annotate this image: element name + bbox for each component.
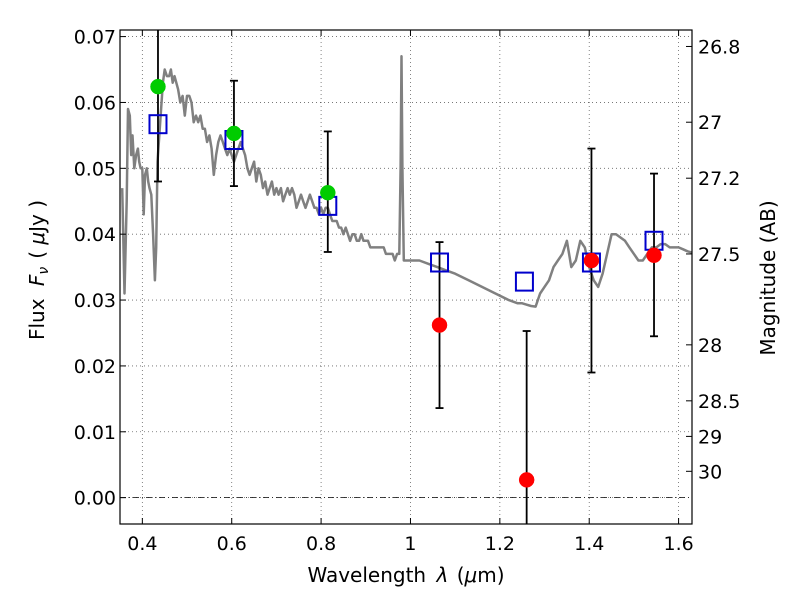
y2-axis-label: Magnitude (AB) (756, 200, 780, 355)
nondetections-point (431, 317, 448, 333)
model-photometry-square (148, 114, 168, 135)
model-photometry-square (430, 252, 450, 273)
nondetections-point (518, 472, 535, 488)
y-axis-label: Flux Fν( μJy ) (25, 200, 52, 340)
y-tick-label: 0.06 (74, 92, 116, 114)
model-photometry-square (514, 271, 534, 292)
x-tick-label: 0.4 (127, 533, 157, 555)
magnitude-tick-label: 26.8 (698, 36, 740, 58)
magnitude-tick-label: 27 (698, 112, 722, 134)
magnitude-tick-label: 27.5 (698, 244, 740, 266)
x-axis-label: Wavelength λ (μm) (307, 563, 504, 587)
plot-frame (119, 29, 693, 525)
y-tick-label: 0.02 (74, 356, 116, 378)
detections-point (320, 184, 336, 201)
magnitude-tick-label: 28.5 (698, 391, 740, 413)
grid-lines (120, 30, 692, 524)
tick-group (120, 30, 692, 524)
nondetections-point (583, 252, 600, 269)
tick-label-group: 0.4 0.6 0.8 1 1.2 1.4 1.6 0.00 0.01 0.02 0.03 0.04 0… (74, 27, 741, 555)
x-tick-label: 1.6 (663, 533, 693, 555)
x-tick-label: 1.4 (574, 533, 604, 555)
y-tick-label: 0.05 (74, 158, 116, 180)
x-tick-label: 1.2 (485, 533, 515, 555)
magnitude-tick-label: 28 (698, 335, 722, 357)
nondetections-point (646, 247, 662, 264)
detections-point (150, 78, 166, 95)
x-tick-label: 0.8 (306, 533, 336, 555)
magnitude-tick-label: 29 (698, 426, 722, 448)
y-tick-label: 0.01 (74, 422, 116, 444)
marker-group (148, 78, 664, 488)
x-tick-label: 0.6 (217, 533, 247, 555)
x-tick-label: 1 (404, 533, 416, 555)
spectrum-group (120, 55, 693, 308)
y-tick-label: 0.04 (74, 224, 116, 246)
y-tick-label: 0.00 (74, 488, 116, 510)
detections-point (226, 125, 242, 142)
spectrum-line (120, 55, 693, 308)
y-tick-label: 0.07 (74, 27, 116, 49)
y-tick-label: 0.03 (74, 290, 116, 312)
magnitude-tick-label: 30 (698, 461, 722, 483)
magnitude-tick-label: 27.2 (698, 168, 740, 190)
